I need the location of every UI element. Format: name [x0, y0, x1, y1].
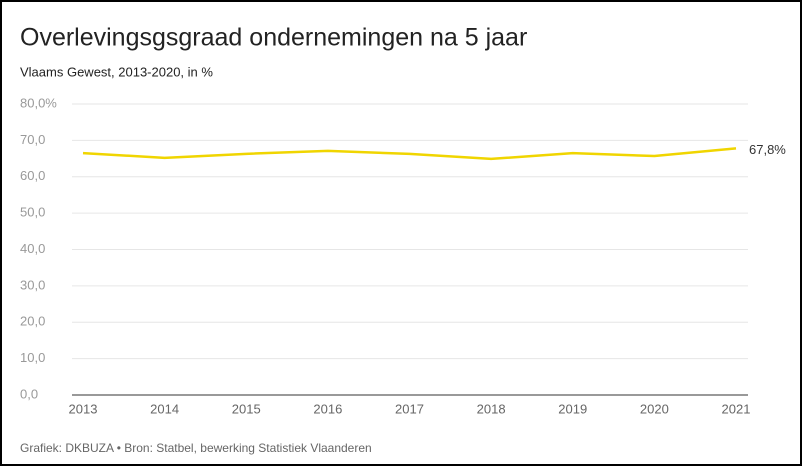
y-tick-label: 40,0 — [20, 241, 45, 256]
x-tick-label: 2014 — [150, 401, 179, 416]
y-tick-label: 20,0 — [20, 314, 45, 329]
line — [82, 147, 737, 161]
x-tick-label: 2017 — [395, 401, 424, 416]
chart-subtitle: Vlaams Gewest, 2013-2020, in % — [20, 64, 213, 79]
x-tick-label: 2021 — [722, 401, 751, 416]
y-tick-label: 50,0 — [20, 205, 45, 220]
y-tick-label: 10,0 — [20, 350, 45, 365]
y-tick-label: 30,0 — [20, 277, 45, 292]
x-tick-label: 2018 — [477, 401, 506, 416]
y-tick-label: 80,0% — [20, 95, 57, 110]
y-tick-label: 60,0 — [20, 168, 45, 183]
value-label: 67,8% — [749, 142, 786, 157]
x-tick-label: 2016 — [313, 401, 342, 416]
chart-title: Overlevingsgsgraad ondernemingen na 5 ja… — [20, 24, 527, 52]
y-tick-label: 70,0 — [20, 132, 45, 147]
y-tick-label: 0,0 — [20, 386, 38, 401]
x-tick-label: 2013 — [69, 401, 98, 416]
x-tick-label: 2019 — [558, 401, 587, 416]
chart-source: Grafiek: DKBUZA • Bron: Statbel, bewerki… — [20, 441, 372, 455]
x-tick-label: 2020 — [640, 401, 669, 416]
x-tick-label: 2015 — [232, 401, 261, 416]
